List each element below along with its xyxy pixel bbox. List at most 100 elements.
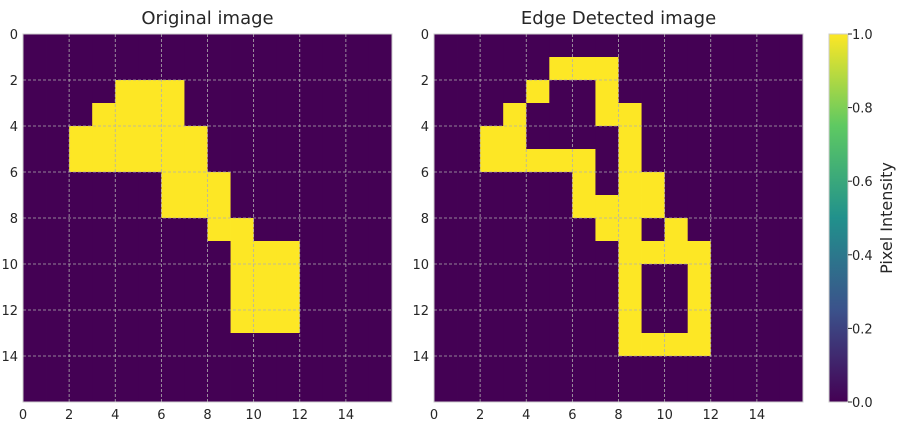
heatmap-cell <box>480 379 504 403</box>
heatmap-cell <box>503 149 527 173</box>
heatmap-cell <box>345 172 370 196</box>
heatmap-cell <box>115 172 139 196</box>
heatmap-cell <box>641 34 666 58</box>
heatmap-cell <box>115 264 139 288</box>
heatmap-cell <box>345 149 370 173</box>
heatmap-cell <box>756 149 781 173</box>
heatmap-cell <box>710 126 735 150</box>
heatmap-cell <box>457 103 481 127</box>
heatmap-cell <box>595 126 619 150</box>
heatmap-cell <box>299 218 324 242</box>
heatmap-cell <box>92 126 116 150</box>
heatmap-cell <box>92 356 116 380</box>
gridlines-edge <box>434 34 803 402</box>
heatmap-cell <box>253 149 278 173</box>
heatmap-cell <box>115 149 139 173</box>
heatmap-cell <box>618 333 642 357</box>
heatmap-cell <box>230 149 255 173</box>
heatmap-cell <box>549 241 573 265</box>
heatmap-cell <box>322 34 347 58</box>
y-tick-label: 8 <box>421 212 429 227</box>
heatmap-cell <box>276 218 301 242</box>
y-tick-label: 4 <box>10 120 18 135</box>
heatmap-cell <box>503 241 527 265</box>
heatmap-cell <box>207 195 231 219</box>
heatmap-cell <box>756 103 781 127</box>
x-tick-label: 6 <box>568 408 576 423</box>
heatmap-cell <box>92 379 116 403</box>
heatmap-cell <box>69 379 93 403</box>
heatmap-cell <box>687 264 712 288</box>
heatmap-cell <box>184 57 208 81</box>
heatmap-cell <box>299 195 324 219</box>
heatmap-cell <box>480 149 504 173</box>
heatmap-cell <box>322 218 347 242</box>
heatmap-cell <box>115 287 139 311</box>
heatmap-cell <box>756 80 781 104</box>
heatmap-cell <box>115 34 139 58</box>
heatmap-cell <box>230 172 255 196</box>
heatmap-cell <box>664 80 689 104</box>
y-tick-label: 6 <box>421 166 429 181</box>
heatmap-cell <box>434 80 458 104</box>
heatmap-cell <box>687 126 712 150</box>
heatmap-cell <box>184 126 208 150</box>
y-tick-label: 8 <box>10 212 18 227</box>
heatmap-cell <box>457 57 481 81</box>
heatmap-cell <box>549 172 573 196</box>
heatmap-cell <box>618 310 642 334</box>
x-tick-label: 2 <box>65 408 73 423</box>
heatmap-cell <box>710 379 735 403</box>
heatmap-cell <box>434 103 458 127</box>
heatmap-cell <box>23 103 47 127</box>
heatmap-cell <box>434 333 458 357</box>
y-tick-label: 0 <box>421 28 429 43</box>
heatmap-cell <box>46 218 70 242</box>
heatmap-cell <box>207 264 231 288</box>
heatmap-cell <box>23 310 47 334</box>
heatmap-cell <box>687 80 712 104</box>
heatmap-cell <box>322 195 347 219</box>
heatmap-cell <box>503 103 527 127</box>
heatmap-cell <box>138 103 162 127</box>
heatmap-cell <box>161 126 185 150</box>
heatmap-cell <box>207 126 231 150</box>
heatmap-cell <box>115 241 139 265</box>
heatmap-cell <box>480 34 504 58</box>
heatmap-cell <box>92 333 116 357</box>
heatmap-cell <box>503 379 527 403</box>
heatmap-cell <box>230 310 255 334</box>
heatmap-cell <box>618 80 642 104</box>
heatmap-cell <box>434 287 458 311</box>
heatmap-cell <box>138 264 162 288</box>
heatmap-cell <box>664 195 689 219</box>
heatmap-cell <box>549 34 573 58</box>
heatmap-cell <box>618 195 642 219</box>
colorbar-ticks: 0.0 0.2 0.4 0.6 0.8 1.0 <box>848 28 873 411</box>
heatmap-cell <box>368 195 393 219</box>
panel-original: Original image 0 2 4 6 8 10 12 14 0 2 4 6 8 10 12 14 <box>1 8 393 423</box>
heatmap-cell <box>299 103 324 127</box>
heatmap-cell <box>733 310 758 334</box>
heatmap-cell <box>480 310 504 334</box>
heatmap-cell <box>276 333 301 357</box>
heatmap-cell <box>46 241 70 265</box>
heatmap-cell <box>756 356 781 380</box>
heatmap-cell <box>69 126 93 150</box>
heatmap-cell <box>480 103 504 127</box>
heatmap-cell <box>756 126 781 150</box>
heatmap-cell <box>115 57 139 81</box>
heatmap-cell <box>526 149 550 173</box>
heatmap-cell <box>46 379 70 403</box>
heatmap-cell <box>368 218 393 242</box>
heatmap-cell <box>299 80 324 104</box>
panel-edge: Edge Detected image 0 2 4 6 8 10 12 14 0 2 4 6 8 10 1… <box>412 8 804 423</box>
heatmap-cell <box>230 264 255 288</box>
heatmap-cell <box>503 264 527 288</box>
heatmap-cell <box>184 195 208 219</box>
heatmap-cell <box>641 103 666 127</box>
x-tick-label: 6 <box>157 408 165 423</box>
heatmap-cell <box>322 57 347 81</box>
heatmap-cell <box>641 218 666 242</box>
x-tick-label: 8 <box>203 408 211 423</box>
